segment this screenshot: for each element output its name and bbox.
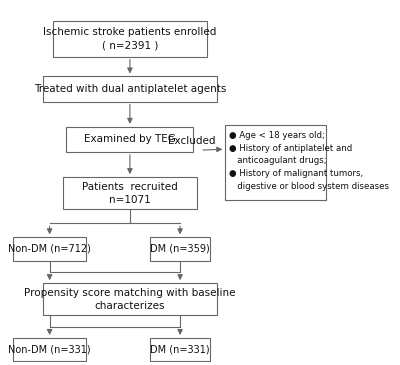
Text: Examined by TEG: Examined by TEG — [84, 134, 176, 145]
FancyBboxPatch shape — [225, 125, 326, 200]
FancyBboxPatch shape — [43, 76, 217, 101]
FancyBboxPatch shape — [150, 338, 210, 361]
Text: Treated with dual antiplatelet agents: Treated with dual antiplatelet agents — [34, 84, 226, 94]
Text: Excluded: Excluded — [168, 136, 216, 146]
FancyBboxPatch shape — [13, 338, 86, 361]
FancyBboxPatch shape — [53, 21, 207, 57]
Text: ● Age < 18 years old;
● History of antiplatelet and
   anticoagulant drugs;
● Hi: ● Age < 18 years old; ● History of antip… — [229, 131, 389, 191]
Text: Non-DM (n=331): Non-DM (n=331) — [8, 345, 91, 355]
Text: DM (n=359): DM (n=359) — [150, 244, 210, 254]
Text: Ischemic stroke patients enrolled
( n=2391 ): Ischemic stroke patients enrolled ( n=23… — [43, 27, 217, 50]
Text: DM (n=331): DM (n=331) — [150, 345, 210, 355]
FancyBboxPatch shape — [150, 237, 210, 261]
FancyBboxPatch shape — [43, 283, 217, 315]
FancyBboxPatch shape — [66, 127, 194, 152]
Text: Patients  recruited
n=1071: Patients recruited n=1071 — [82, 182, 178, 205]
Text: Propensity score matching with baseline
characterizes: Propensity score matching with baseline … — [24, 288, 236, 311]
Text: Non-DM (n=712): Non-DM (n=712) — [8, 244, 91, 254]
FancyBboxPatch shape — [13, 237, 86, 261]
FancyBboxPatch shape — [63, 177, 197, 210]
